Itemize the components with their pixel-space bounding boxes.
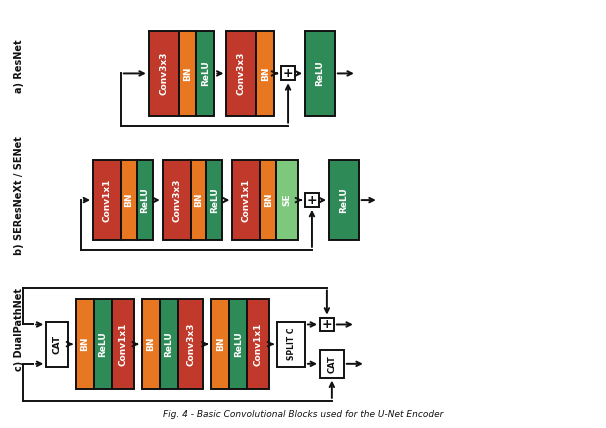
Bar bbox=[93, 160, 121, 240]
Bar bbox=[247, 300, 269, 389]
Bar bbox=[229, 300, 247, 389]
Bar bbox=[277, 322, 305, 366]
Text: Conv3x3: Conv3x3 bbox=[186, 322, 195, 366]
Text: CAT: CAT bbox=[53, 335, 62, 354]
Bar bbox=[232, 160, 260, 240]
Bar bbox=[227, 31, 256, 116]
Bar bbox=[320, 318, 334, 331]
Text: ReLU: ReLU bbox=[315, 60, 324, 86]
Text: Conv1x1: Conv1x1 bbox=[102, 178, 112, 222]
Bar bbox=[305, 31, 335, 116]
Text: SPLIT C: SPLIT C bbox=[287, 328, 296, 360]
Text: BN: BN bbox=[264, 193, 273, 207]
Text: Conv3x3: Conv3x3 bbox=[159, 52, 168, 95]
Text: ReLU: ReLU bbox=[210, 187, 219, 213]
Text: Fig. 4 - Basic Convolutional Blocks used for the U-Net Encoder: Fig. 4 - Basic Convolutional Blocks used… bbox=[163, 410, 443, 419]
Bar bbox=[121, 160, 137, 240]
Text: ReLU: ReLU bbox=[140, 187, 149, 213]
Bar bbox=[137, 160, 153, 240]
Bar bbox=[76, 300, 94, 389]
Bar bbox=[159, 300, 178, 389]
Bar bbox=[281, 66, 295, 80]
Text: ReLU: ReLU bbox=[339, 187, 348, 213]
Bar bbox=[320, 350, 344, 378]
Text: Conv1x1: Conv1x1 bbox=[118, 322, 127, 366]
Text: BN: BN bbox=[183, 66, 192, 80]
Bar bbox=[179, 31, 196, 116]
Bar bbox=[276, 160, 298, 240]
Text: a) ResNet: a) ResNet bbox=[15, 39, 24, 93]
Bar bbox=[196, 31, 215, 116]
Text: Conv1x1: Conv1x1 bbox=[242, 178, 251, 222]
Bar bbox=[211, 300, 229, 389]
Text: SE: SE bbox=[282, 194, 291, 206]
Text: Conv1x1: Conv1x1 bbox=[254, 322, 263, 366]
Bar bbox=[162, 160, 190, 240]
Text: BN: BN bbox=[124, 193, 133, 207]
Bar bbox=[148, 31, 179, 116]
Bar bbox=[207, 160, 222, 240]
Text: +: + bbox=[283, 67, 293, 80]
Text: ReLU: ReLU bbox=[164, 331, 173, 357]
Text: ReLU: ReLU bbox=[234, 331, 243, 357]
Text: CAT: CAT bbox=[327, 355, 336, 373]
Text: +: + bbox=[322, 318, 332, 331]
Text: +: + bbox=[307, 193, 318, 207]
Text: BN: BN bbox=[81, 337, 90, 351]
Bar bbox=[46, 322, 68, 366]
Text: BN: BN bbox=[146, 337, 155, 351]
Text: c) DualPathNet: c) DualPathNet bbox=[15, 288, 24, 371]
Bar bbox=[112, 300, 134, 389]
Text: BN: BN bbox=[216, 337, 225, 351]
Text: Conv3x3: Conv3x3 bbox=[237, 52, 246, 95]
Bar bbox=[190, 160, 207, 240]
Text: BN: BN bbox=[194, 193, 203, 207]
Bar bbox=[256, 31, 274, 116]
Text: BN: BN bbox=[261, 66, 270, 80]
Text: Conv3x3: Conv3x3 bbox=[172, 178, 181, 222]
Bar bbox=[329, 160, 359, 240]
Bar bbox=[260, 160, 276, 240]
Bar bbox=[94, 300, 112, 389]
Text: ReLU: ReLU bbox=[201, 60, 210, 86]
Bar bbox=[305, 193, 319, 207]
Bar bbox=[178, 300, 204, 389]
Bar bbox=[142, 300, 159, 389]
Text: ReLU: ReLU bbox=[98, 331, 107, 357]
Text: b) SEResNeXt / SENet: b) SEResNeXt / SENet bbox=[15, 136, 24, 255]
